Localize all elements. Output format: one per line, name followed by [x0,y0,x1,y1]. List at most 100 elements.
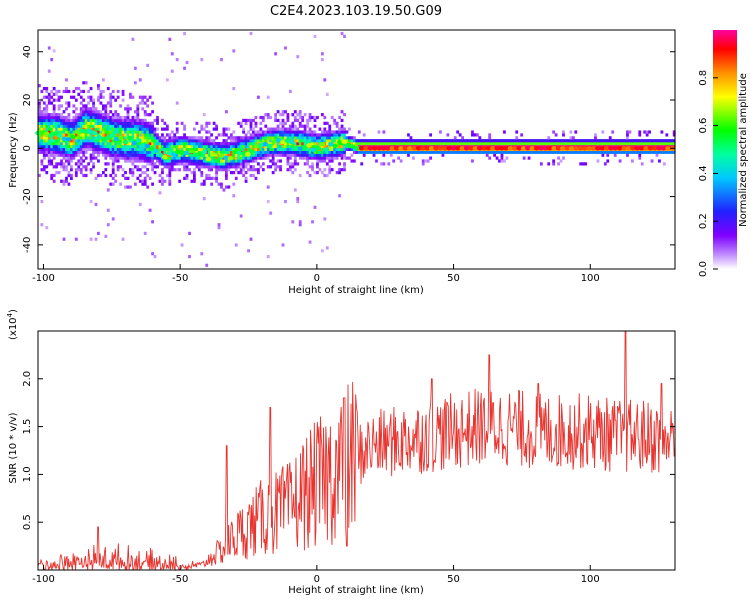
heatmap-cell [178,168,182,172]
heatmap-cell [259,153,263,157]
heatmap-cell [97,98,100,102]
heatmap-cell [129,139,132,143]
heatmap-cell [89,115,93,120]
heatmap-cell [306,153,309,157]
heatmap-peak [280,139,286,145]
heatmap-cell [557,150,560,154]
heatmap-cell [136,110,140,114]
heatmap-cell [256,139,260,143]
heatmap-cell [229,165,233,169]
heatmap-cell [65,115,68,120]
heatmap-cell [325,153,329,157]
heatmap-cell [141,159,145,163]
heatmap-cell [106,144,110,149]
heatmap-cell [92,144,95,149]
heatmap-cell [146,104,150,108]
heatmap-cell [242,165,246,169]
heatmap-cell [129,156,132,160]
heatmap-cell [402,144,405,149]
heatmap-cell [225,147,228,152]
heatmap-cell [180,156,184,160]
heatmap-cell [630,159,634,163]
heatmap-cell [237,165,241,169]
heatmap-cell [38,139,41,143]
heatmap-cell [42,121,46,125]
heatmap-cell [38,147,41,152]
heatmap-cell [126,121,130,125]
heatmap-cell [217,162,221,166]
heatmap-cell [256,162,260,166]
heatmap-cell [318,133,322,137]
heatmap-cell [599,150,602,154]
heatmap-cell [490,139,494,143]
heatmap-cell [79,136,83,140]
heatmap-cell [276,159,280,163]
heatmap-cell [333,153,337,157]
heatmap-cell [311,168,314,172]
heatmap-cell [232,142,236,146]
heatmap-cell [343,168,346,172]
heatmap-cell [288,147,292,152]
heatmap-cell [372,153,376,157]
heatmap-cell [94,144,98,149]
heatmap-cell [79,113,83,117]
heatmap-cell [97,133,100,137]
heatmap-cell [57,98,61,102]
heatmap-cell [643,150,647,154]
heatmap-cell [148,130,152,134]
heatmap-cell [517,142,521,146]
heatmap-cell [104,113,108,117]
heatmap-cell [360,162,364,166]
heatmap-cell [106,153,110,157]
heatmap-cell [237,159,241,163]
heatmap-cell [52,107,56,111]
heatmap-cell [306,147,309,152]
heatmap-cell [269,142,273,146]
heatmap-cell [146,185,150,189]
heatmap-cell [131,133,135,137]
heatmap-cell [298,113,302,117]
heatmap-cell [436,142,440,146]
heatmap-cell [249,237,253,241]
heatmap-cell [407,150,410,154]
heatmap-cell [320,52,324,56]
heatmap-cell [202,127,206,131]
heatmap-cell [441,153,445,157]
heatmap-cell [121,98,125,102]
heatmap-cell [173,150,177,154]
heatmap-cell [156,156,159,160]
heatmap-cell [330,130,334,134]
heatmap-cell [434,139,437,143]
heatmap-cell [60,153,63,157]
heatmap-cell [261,147,265,152]
heatmap-cell [45,147,49,152]
heatmap-cell [239,170,243,175]
heatmap-cell [503,130,506,134]
heatmap-cell [340,144,344,149]
heatmap-cell [601,139,605,143]
heatmap-cell [106,101,110,105]
heatmap-peak [253,144,260,149]
heatmap-cell [65,142,68,146]
heatmap-cell [311,142,314,146]
heatmap-cell [82,127,86,131]
heatmap-cell [552,159,556,163]
heatmap-cell [279,153,282,157]
heatmap-cell [311,133,314,137]
heatmap-cell [542,142,546,146]
heatmap-cell [175,136,179,140]
heatmap-cell [298,156,302,160]
heatmap-cell [320,144,324,149]
heatmap-cell [92,124,95,128]
heatmap-cell [207,165,211,169]
heatmap-cell [69,95,73,99]
heatmap-cell [94,237,98,241]
heatmap-cell [591,139,595,143]
heatmap-cell [121,237,125,241]
heatmap-cell [284,144,287,149]
heatmap-cell [45,124,49,128]
heatmap-cell [40,144,44,149]
heatmap-cell [111,217,115,221]
heatmap-cell [662,142,666,146]
heatmap-cell [202,159,206,163]
